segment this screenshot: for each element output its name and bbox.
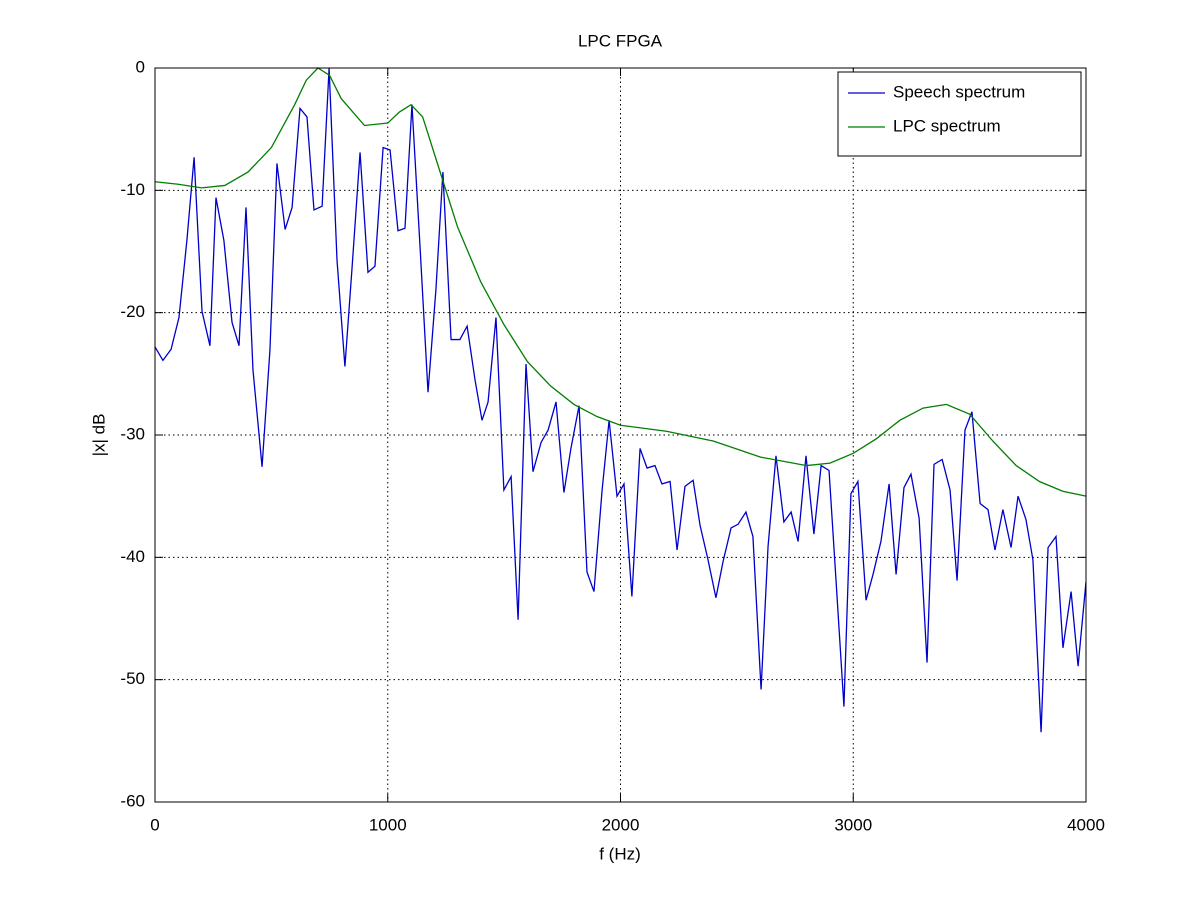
x-axis-label: f (Hz) xyxy=(599,844,641,863)
y-tick-label: -40 xyxy=(120,547,145,566)
x-tick-label: 3000 xyxy=(834,815,872,834)
x-tick-label: 0 xyxy=(150,815,159,834)
y-axis-label: |x| dB xyxy=(89,414,108,457)
plot-frame xyxy=(154,67,1087,803)
y-tick-label: -50 xyxy=(120,669,145,688)
x-tick-label: 4000 xyxy=(1067,815,1105,834)
y-tick-label: -30 xyxy=(120,424,145,443)
legend-box xyxy=(837,71,1082,157)
x-tick-label: 2000 xyxy=(602,815,640,834)
data-line xyxy=(154,67,1087,497)
data-line xyxy=(154,67,1087,733)
legend-label: LPC spectrum xyxy=(893,116,1001,135)
y-tick-label: -20 xyxy=(120,302,145,321)
y-tick-label: -60 xyxy=(120,791,145,810)
legend-label: Speech spectrum xyxy=(893,82,1025,101)
y-tick-label: -10 xyxy=(120,180,145,199)
y-tick-label: 0 xyxy=(136,57,145,76)
x-tick-label: 1000 xyxy=(369,815,407,834)
chart-title: LPC FPGA xyxy=(578,31,663,50)
